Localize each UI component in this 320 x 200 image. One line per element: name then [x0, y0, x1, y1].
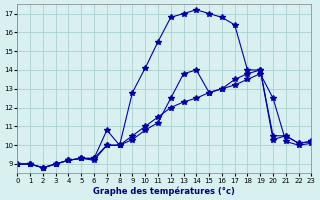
X-axis label: Graphe des températures (°c): Graphe des températures (°c): [93, 186, 235, 196]
